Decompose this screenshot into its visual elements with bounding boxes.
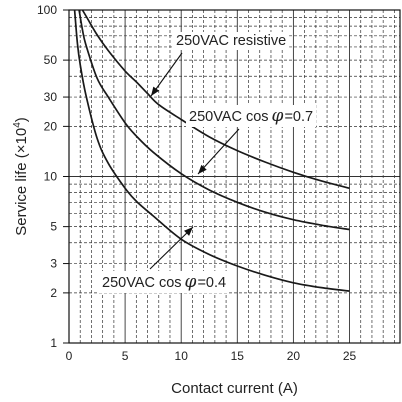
annotation-resistive: 250VAC resistive — [150, 32, 290, 97]
y-tick-label: 3 — [50, 257, 57, 271]
y-tick-label: 1 — [50, 336, 57, 350]
y-tick-label: 2 — [50, 286, 57, 300]
annotation-background — [99, 271, 230, 293]
series-line-cos-phi-0-4 — [73, 9, 350, 292]
annotation-cos-phi-0-7: 250VAC cos φ=0.7 — [186, 105, 317, 175]
x-tick-label: 0 — [66, 349, 73, 363]
series-lines — [73, 9, 350, 292]
y-axis-ticks: 1 2 3 5 10 20 30 50 100 — [37, 3, 69, 350]
annotation-text-part: 250VAC cos — [189, 109, 269, 125]
y-tick-label: 20 — [44, 119, 58, 133]
annotation-text: 250VAC cos φ=0.4 — [102, 272, 226, 292]
annotation-arrowhead — [198, 164, 207, 174]
y-tick-label: 5 — [50, 220, 57, 234]
y-axis-label-suffix: ) — [13, 117, 30, 122]
y-axis-label-prefix: Service life (×10 — [13, 128, 30, 236]
y-tick-label: 30 — [44, 90, 58, 104]
annotation-background — [173, 32, 290, 50]
y-axis-label-exponent: 4 — [12, 122, 23, 128]
y-tick-label: 50 — [44, 53, 58, 67]
x-tick-label: 25 — [343, 349, 357, 363]
x-axis-ticks: 0 5 10 15 20 25 — [66, 349, 357, 363]
series-line-resistive — [81, 9, 350, 190]
annotation-arrowhead — [151, 86, 160, 96]
annotation-cos-phi-0-4: 250VAC cos φ=0.4 — [99, 226, 230, 293]
annotation-text-part: φ — [185, 272, 197, 292]
x-tick-label: 15 — [231, 349, 245, 363]
x-tick-label: 5 — [122, 349, 129, 363]
annotation-text-part: φ — [272, 106, 284, 126]
annotation-text-part: 250VAC cos — [102, 275, 182, 291]
annotation-arrowhead — [184, 227, 193, 236]
annotation-text-part: =0.4 — [197, 275, 226, 291]
annotation-text: 250VAC cos φ=0.7 — [189, 106, 313, 126]
annotation-arrow-line — [149, 226, 194, 270]
x-axis-label: Contact current (A) — [171, 380, 298, 397]
annotation-text: 250VAC resistive — [176, 33, 286, 49]
y-axis-label: Service life (×104) — [12, 117, 30, 236]
annotation-arrow-line — [197, 128, 240, 175]
y-tick-label: 10 — [44, 170, 58, 184]
annotation-background — [186, 105, 317, 127]
annotation-text-part: =0.7 — [284, 109, 313, 125]
annotation-text-part: 250VAC resistive — [176, 33, 286, 49]
x-tick-label: 20 — [287, 349, 301, 363]
y-tick-label: 100 — [37, 3, 57, 17]
series-line-cos-phi-0-7 — [78, 9, 350, 231]
x-tick-label: 10 — [175, 349, 189, 363]
